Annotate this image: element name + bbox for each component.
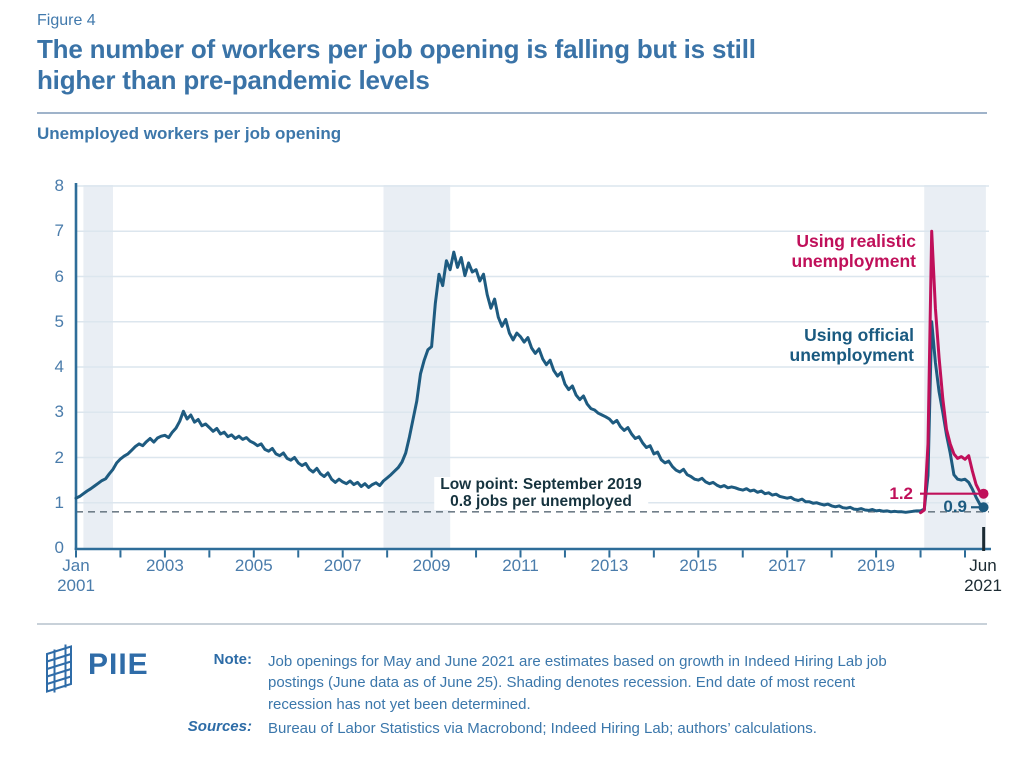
x-tick-label: 2007 [323, 556, 362, 575]
y-tick-label: 3 [54, 402, 64, 422]
figure-label: Figure 4 [37, 12, 96, 29]
y-tick-label: 1 [54, 492, 64, 512]
y-tick-label: 6 [54, 266, 64, 286]
x-tick-label-jun-2021: Jun 2021 [964, 556, 1002, 595]
series-line-official [74, 250, 985, 514]
y-tick-label: 2 [54, 447, 64, 467]
annotation-low-point: Low point: September 2019 0.8 jobs per u… [434, 476, 648, 510]
x-tick-label: 2019 [857, 556, 896, 575]
series-label-official: Using official unemployment [789, 325, 914, 365]
x-tick-label-jan-2001: Jan 2001 [57, 556, 95, 595]
end-dot-realistic [978, 488, 989, 499]
page-title: The number of workers per job opening is… [37, 34, 756, 95]
x-tick-label: 2005 [234, 556, 273, 575]
series-line-realistic [919, 229, 985, 515]
y-tick-label: 0 [54, 538, 64, 557]
x-tick-label: 2017 [768, 556, 807, 575]
x-tick-label: 2015 [679, 556, 718, 575]
x-tick-label: 2013 [590, 556, 629, 575]
sources-label: Sources: [187, 718, 252, 735]
x-tick-label: 2011 [502, 556, 539, 575]
x-tick-label: 2003 [145, 556, 184, 575]
piie-logo-icon [46, 644, 72, 693]
series-label-realistic: Using realistic unemployment [791, 231, 916, 271]
piie-logo-text: PIIE [88, 648, 149, 681]
end-value-official: 0.9 [943, 497, 967, 517]
y-tick-label: 8 [54, 176, 64, 195]
chart-subtitle: Unemployed workers per job opening [37, 124, 342, 143]
sources-text: Bureau of Labor Statistics via Macrobond… [268, 720, 817, 737]
header-divider [37, 112, 987, 114]
end-value-realistic: 1.2 [889, 483, 913, 503]
footer-divider [37, 623, 987, 625]
y-tick-label: 7 [54, 221, 64, 241]
y-tick-label: 5 [54, 311, 64, 331]
x-tick-label: 2009 [412, 556, 451, 575]
note-text: Job openings for May and June 2021 are e… [268, 653, 887, 713]
note-label: Note: [213, 651, 252, 668]
end-dot-official [978, 502, 989, 513]
y-tick-label: 4 [54, 357, 64, 376]
